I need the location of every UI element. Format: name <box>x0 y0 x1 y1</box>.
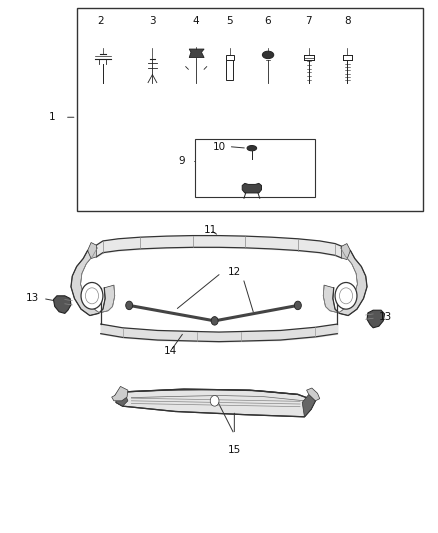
Text: 9: 9 <box>178 157 185 166</box>
Polygon shape <box>53 296 71 313</box>
Polygon shape <box>115 392 128 406</box>
Circle shape <box>335 282 357 309</box>
Polygon shape <box>112 386 128 401</box>
Text: 13: 13 <box>26 294 39 303</box>
Text: 7: 7 <box>305 17 312 26</box>
Text: 3: 3 <box>149 17 156 26</box>
Polygon shape <box>367 310 385 328</box>
Text: 14: 14 <box>164 346 177 356</box>
Circle shape <box>126 301 133 310</box>
Text: 4: 4 <box>193 17 200 26</box>
Circle shape <box>294 301 301 310</box>
Text: 8: 8 <box>344 17 351 26</box>
Bar <box>77 8 423 211</box>
Polygon shape <box>189 49 204 58</box>
Bar <box>226 55 234 60</box>
Polygon shape <box>302 394 315 417</box>
Polygon shape <box>242 183 261 193</box>
Polygon shape <box>116 389 315 417</box>
Text: 15: 15 <box>228 446 241 455</box>
Circle shape <box>81 282 103 309</box>
Circle shape <box>210 395 219 406</box>
Polygon shape <box>307 388 320 401</box>
Text: 2: 2 <box>97 17 104 26</box>
Text: 10: 10 <box>212 142 226 151</box>
Polygon shape <box>342 244 350 260</box>
Circle shape <box>211 317 218 325</box>
Polygon shape <box>323 248 367 316</box>
Polygon shape <box>88 243 96 259</box>
Text: 5: 5 <box>226 17 233 26</box>
Ellipse shape <box>247 146 257 151</box>
Bar <box>195 139 315 197</box>
Ellipse shape <box>262 51 274 59</box>
Text: 6: 6 <box>264 17 271 26</box>
Text: 13: 13 <box>379 312 392 322</box>
Text: 12: 12 <box>228 267 241 277</box>
Bar <box>226 59 233 80</box>
Text: 1: 1 <box>49 112 56 122</box>
Polygon shape <box>71 248 115 316</box>
Text: 11: 11 <box>204 225 217 235</box>
